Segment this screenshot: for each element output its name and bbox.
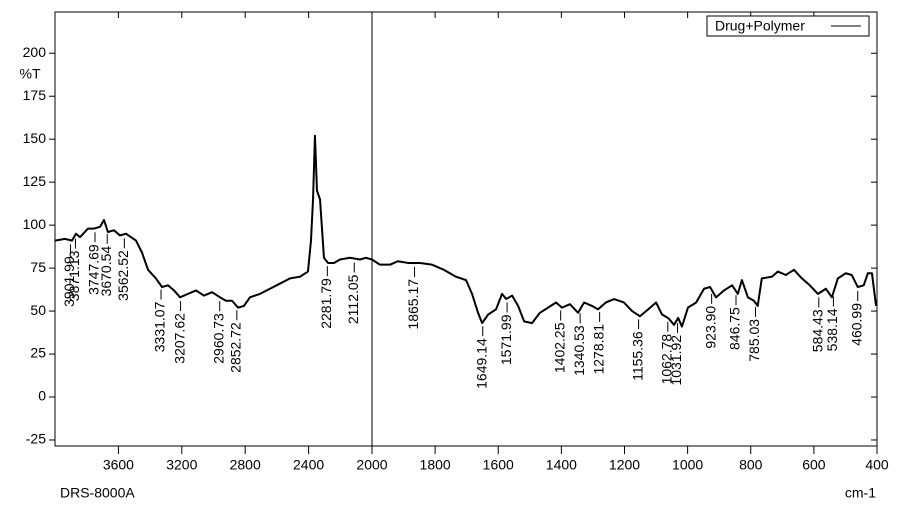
peak-label: 3670.54 <box>98 246 114 297</box>
y-tick-label: 125 <box>23 173 47 189</box>
peak-label: 3331.07 <box>152 301 168 352</box>
peak-label: 1155.36 <box>629 331 645 381</box>
peak-label: 846.75 <box>727 307 743 350</box>
x-tick-label: 1400 <box>546 457 577 473</box>
y-tick-label: -25 <box>26 431 46 447</box>
x-tick-label: 1000 <box>672 457 703 473</box>
peak-label: 2112.05 <box>345 274 361 324</box>
peak-label: 2852.72 <box>228 322 244 373</box>
y-tick-label: 150 <box>23 130 47 146</box>
peak-label: 1062.78 <box>659 334 675 385</box>
peak-label: 2960.73 <box>210 313 226 364</box>
x-tick-label: 2000 <box>356 457 387 473</box>
x-tick-label: 3200 <box>166 457 197 473</box>
peak-label: 2281.79 <box>318 278 334 329</box>
x-tick-label: 2400 <box>293 457 324 473</box>
peak-label: 584.43 <box>809 309 825 352</box>
peak-label: 3901.99 <box>61 256 77 307</box>
x-tick-label: 400 <box>865 457 889 473</box>
peak-label: 1865.17 <box>405 279 421 330</box>
peak-label: 1402.25 <box>551 322 567 373</box>
y-tick-label: 75 <box>30 259 46 275</box>
legend-box <box>706 15 870 37</box>
x-axis-label: cm-1 <box>845 485 876 501</box>
peak-label: 538.14 <box>824 308 840 351</box>
x-tick-label: 2800 <box>230 457 261 473</box>
peak-label: 785.03 <box>746 319 762 362</box>
y-tick-label: 50 <box>30 302 46 318</box>
x-tick-label: 800 <box>739 457 763 473</box>
peak-label: 3562.52 <box>115 250 131 301</box>
plot-frame <box>54 11 878 447</box>
y-tick-label: 200 <box>23 44 47 60</box>
legend-label: Drug+Polymer <box>715 18 805 34</box>
instrument-label: DRS-8000A <box>60 485 135 501</box>
x-tick-label: 3600 <box>103 457 134 473</box>
peak-label: 3871.13 <box>66 250 82 301</box>
peak-label: 3747.69 <box>86 244 102 295</box>
y-tick-label: 0 <box>38 388 46 404</box>
peak-label: 3207.62 <box>171 313 187 364</box>
y-axis-label: %T <box>20 66 41 82</box>
peak-label: 1278.81 <box>590 324 606 375</box>
peak-label: 923.90 <box>702 306 718 349</box>
peak-label: 1031.92 <box>668 335 684 386</box>
peak-label: 1571.99 <box>498 314 514 365</box>
x-tick-label: 1200 <box>609 457 640 473</box>
spectrum-line <box>54 134 878 328</box>
peak-label: 460.99 <box>848 303 864 346</box>
x-tick-label: 1600 <box>483 457 514 473</box>
x-tick-label: 600 <box>802 457 826 473</box>
y-tick-label: 25 <box>30 345 46 361</box>
peak-label: 1340.53 <box>571 325 587 376</box>
y-tick-label: 175 <box>23 87 47 103</box>
peak-label: 1649.14 <box>473 338 489 389</box>
y-tick-label: 100 <box>23 216 47 232</box>
x-tick-label: 1800 <box>420 457 451 473</box>
